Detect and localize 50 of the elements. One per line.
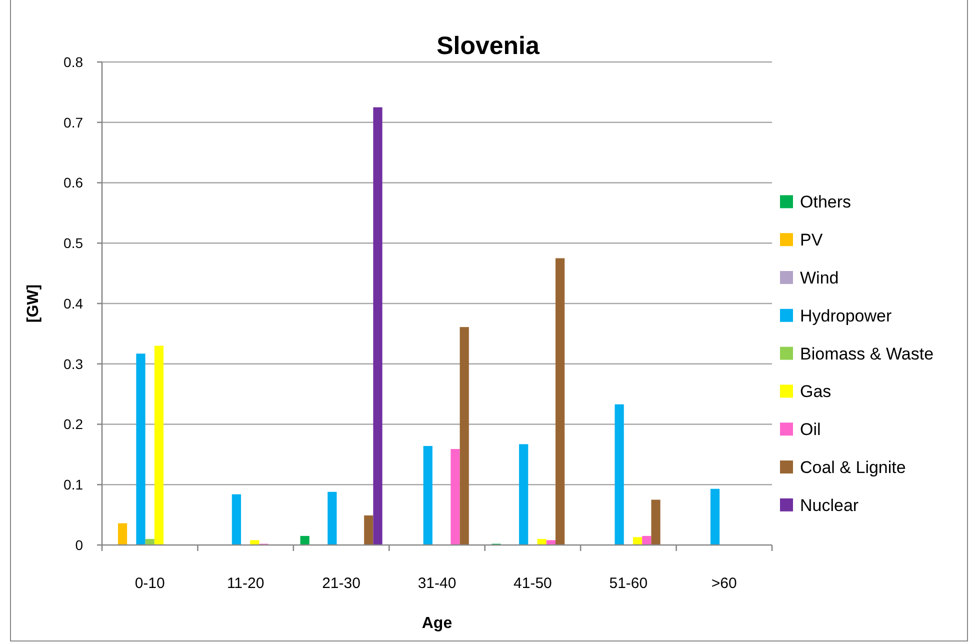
bar [250, 540, 260, 545]
y-tick-label: 0.1 [64, 476, 84, 493]
bar [614, 404, 624, 545]
legend-label: Biomass & Waste [800, 344, 934, 364]
legend-label: Coal & Lignite [800, 458, 906, 477]
x-tick-label: 21-30 [322, 575, 360, 592]
y-tick-label: 0.8 [64, 54, 84, 70]
bar [364, 515, 374, 545]
x-tick-label: 51-60 [609, 575, 648, 592]
bar [651, 500, 660, 545]
bar [632, 537, 642, 545]
legend-label: Others [800, 192, 852, 212]
bar [537, 538, 546, 545]
bar [232, 494, 242, 545]
x-tick-label: 31-40 [418, 575, 456, 592]
x-tick-label: 41-50 [514, 575, 552, 592]
bar [118, 523, 128, 545]
legend-label: Nuclear [800, 496, 859, 515]
bar [136, 354, 146, 545]
bar [423, 446, 432, 545]
bar [300, 536, 310, 545]
x-tick-label: 0-10 [134, 575, 165, 592]
y-tick-label: 0.7 [64, 114, 84, 130]
y-axis-title: [GW] [25, 284, 42, 323]
y-tick-label: 0.4 [64, 295, 84, 312]
bar [154, 346, 164, 545]
bar [519, 444, 528, 545]
chart-title: Slovenia [436, 32, 540, 60]
y-tick-label: 0.6 [64, 174, 84, 191]
y-tick-label: 0 [75, 536, 84, 553]
legend-label: Oil [800, 420, 821, 440]
legend-label: PV [800, 230, 824, 250]
bar [546, 540, 556, 545]
bar [460, 327, 469, 545]
bar [710, 488, 720, 545]
x-tick-label: >60 [711, 575, 737, 592]
bar [450, 449, 460, 545]
x-axis-title: Age [422, 615, 452, 632]
y-tick-label: 0.5 [64, 235, 84, 252]
legend-label: Wind [800, 268, 839, 288]
bar [642, 536, 652, 545]
y-tick-label: 0.3 [64, 356, 84, 372]
y-tick-label: 0.2 [64, 416, 84, 432]
legend-label: Hydropower [800, 306, 892, 326]
bar [373, 107, 382, 545]
legend-label: Gas [800, 382, 832, 402]
x-tick-label: 11-20 [226, 575, 264, 592]
bar [556, 258, 565, 545]
bar [145, 538, 154, 545]
bar [328, 492, 337, 545]
